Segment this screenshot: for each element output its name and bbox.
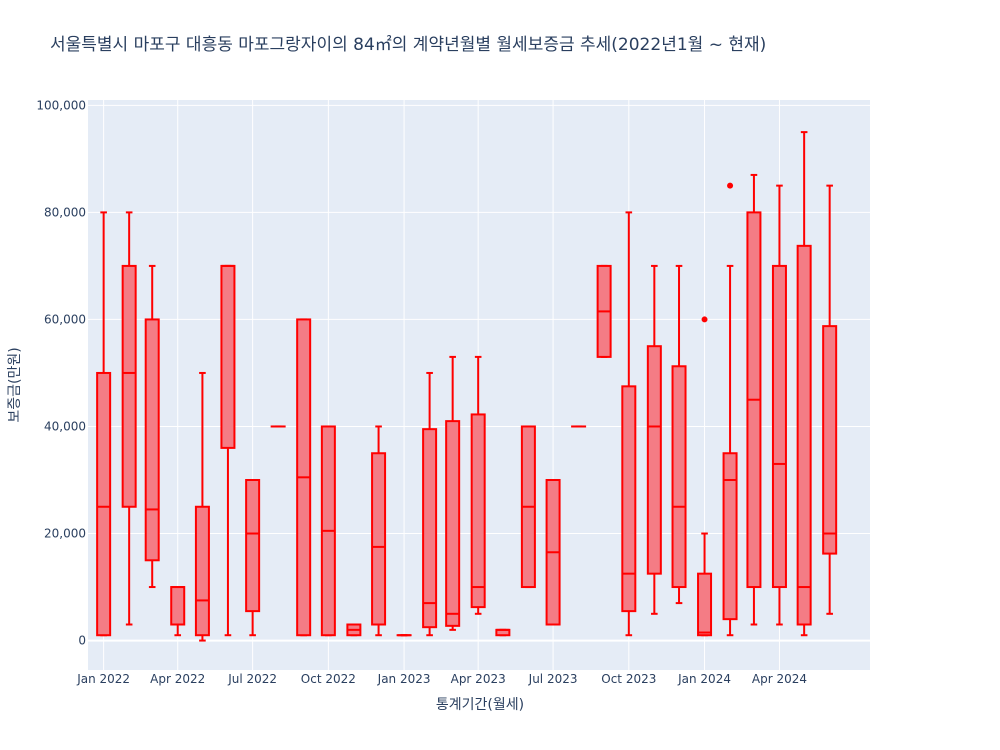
box-2023-02[interactable] [422,371,438,637]
x-axis-title: 통계기간(월세) [436,697,524,713]
x-tick-label: Jan 2024 [677,672,731,686]
box-iqr [822,325,838,555]
box-2022-09[interactable] [296,318,312,637]
box-2022-06[interactable] [220,264,236,637]
box-2023-12[interactable] [671,264,687,605]
box-2024-06[interactable] [822,184,838,615]
box-2023-04[interactable] [470,355,486,615]
box-iqr [220,264,236,449]
box-iqr [194,505,210,637]
box-2024-02[interactable] [722,182,738,637]
outlier-point [727,182,734,189]
x-tick-label: Jan 2023 [377,672,431,686]
box-iqr [371,452,387,626]
box-iqr [796,244,812,626]
x-tick-label: Apr 2022 [150,672,205,686]
box-2022-07[interactable] [245,479,261,637]
box-iqr [121,264,137,508]
box-2024-01[interactable] [697,316,713,637]
box-2022-04[interactable] [170,586,186,637]
x-axis-ticks: Jan 2022 Apr 2022 Jul 2022 Oct 2022 Jan 2023… [76,672,807,686]
box-series [96,131,838,642]
y-tick-label: 20,000 [44,527,86,541]
outlier-point [701,316,708,323]
x-tick-label: Jul 2022 [227,672,277,686]
box-2023-03[interactable] [445,355,461,631]
box-iqr [646,345,662,575]
box-2024-05[interactable] [796,131,812,637]
box-iqr [697,572,713,637]
box-iqr [170,586,186,626]
y-axis-ticks: 0 20,000 40,000 60,000 80,000 100,000 [36,98,86,647]
y-tick-label: 60,000 [44,312,86,326]
box-2024-04[interactable] [771,184,787,626]
box-2023-09[interactable] [596,264,612,358]
box-2022-05[interactable] [194,371,210,642]
box-2022-02[interactable] [121,211,137,626]
box-2023-05[interactable] [495,628,511,637]
y-tick-label: 80,000 [44,205,86,219]
y-axis-title: 보증금(만원) [7,347,23,422]
box-iqr [671,365,687,589]
box-2023-07[interactable] [545,479,561,626]
box-iqr [245,479,261,613]
x-tick-label: Apr 2023 [451,672,506,686]
box-iqr [470,413,486,609]
chart-title: 서울특별시 마포구 대흥동 마포그랑자이의 84㎡의 계약년월별 월세보증금 추… [50,35,766,55]
box-2023-11[interactable] [646,264,662,615]
box-iqr [96,371,112,637]
box-iqr [621,385,637,613]
x-tick-label: Apr 2024 [752,672,807,686]
box-2023-10[interactable] [621,211,637,637]
box-iqr [771,264,787,589]
box-2023-06[interactable] [520,425,536,589]
box-2022-10[interactable] [320,425,336,637]
y-tick-label: 0 [78,634,86,648]
box-2022-12[interactable] [371,425,387,637]
box-2024-03[interactable] [746,173,762,626]
x-tick-label: Jan 2022 [76,672,130,686]
x-tick-label: Jul 2023 [528,672,578,686]
y-tick-label: 40,000 [44,419,86,433]
x-tick-label: Oct 2022 [301,672,356,686]
box-2022-11[interactable] [346,623,362,637]
box-iqr [445,420,461,627]
box-2022-03[interactable] [144,264,160,589]
box-2022-01[interactable] [96,211,112,637]
box-iqr [722,452,738,621]
box-iqr [144,318,160,562]
y-tick-label: 100,000 [36,98,86,112]
x-tick-label: Oct 2023 [601,672,656,686]
box-iqr [422,428,438,629]
